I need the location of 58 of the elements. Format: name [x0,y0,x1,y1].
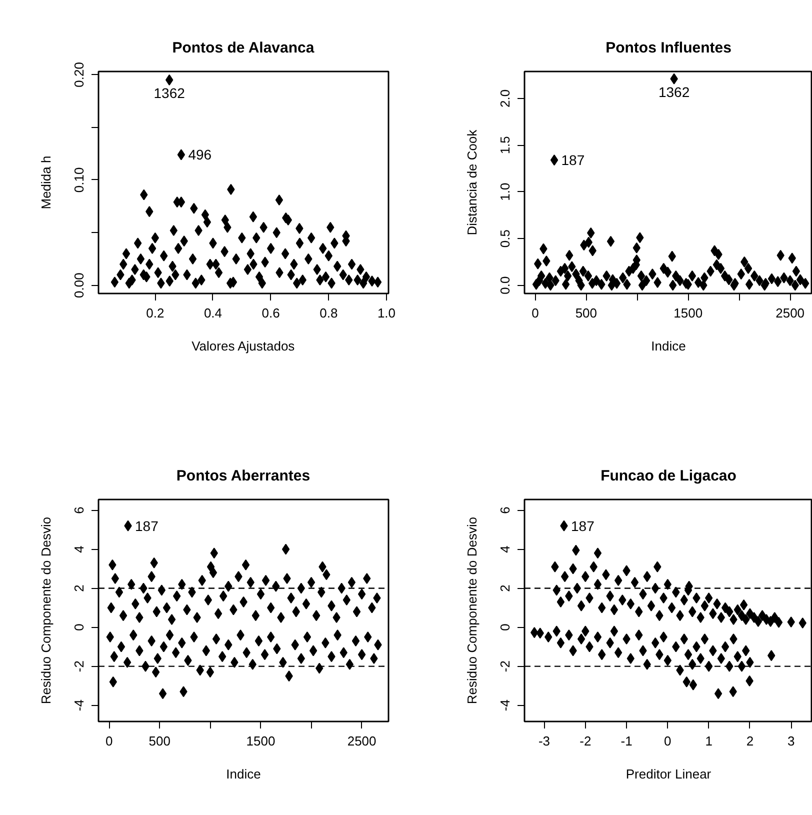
y-tick-label: 0.5 [498,230,512,248]
annotation: 1362 [658,84,690,100]
x-tick-label: 1 [705,734,712,748]
y-tick-label: -4 [72,700,86,712]
y-tick-label: 6 [72,506,86,514]
y-tick-label: 2 [72,584,86,592]
x-tick-label: 2500 [347,734,376,748]
y-tick-label: 0 [72,624,86,631]
x-axis-title: Valores Ajustados [192,338,296,354]
y-tick-label: 0.0 [498,276,512,294]
annotation: 187 [135,518,159,534]
y-axis-title: Distancia de Cook [464,129,480,236]
annotation: 1362 [154,84,186,101]
x-tick-label: 0.2 [146,306,164,320]
x-tick-label: -1 [620,734,632,748]
y-tick-label: 0.10 [72,167,86,193]
x-tick-label: 0.4 [204,306,222,320]
annotation: 187 [561,152,585,168]
x-tick-label: 0 [664,734,672,748]
x-tick-label: 1500 [246,734,276,748]
chart-title: Funcao de Ligacao [600,468,736,484]
y-tick-label: 2 [498,584,512,592]
y-tick-label: 1.5 [498,136,512,154]
chart-title: Pontos Aberrantes [176,468,310,484]
y-tick-label: 0.20 [72,62,86,88]
x-tick-label: 1.0 [377,306,396,320]
x-tick-label: 0.6 [262,306,280,320]
x-tick-label: 0.8 [320,306,338,320]
y-tick-label: 1.0 [498,182,512,201]
x-tick-label: 2 [746,734,754,748]
y-axis-title: Residuo Componente do Desvio [464,516,480,704]
y-tick-label: 4 [72,546,86,553]
x-tick-label: 3 [787,734,795,748]
annotation: 187 [570,518,595,534]
x-tick-label: -3 [538,734,550,748]
x-tick-label: 500 [575,306,598,320]
y-tick-label: 0 [498,624,512,631]
y-tick-label: -2 [498,660,512,672]
x-axis-title: Indice [226,766,261,782]
y-tick-label: 4 [498,546,512,553]
chart-title: Pontos de Alavanca [172,40,315,56]
y-axis-title: Medida h [38,156,54,210]
y-axis-title: Residuo Componente do Desvio [38,516,54,704]
x-tick-label: 2500 [776,306,805,320]
y-tick-label: -2 [72,660,86,672]
x-tick-label: 0 [532,306,539,320]
y-tick-label: -4 [498,700,512,712]
chart-title: Pontos Influentes [606,40,732,56]
x-tick-label: 500 [148,734,171,748]
y-tick-label: 0.00 [72,272,86,298]
x-tick-label: 1500 [674,306,703,320]
annotation: 496 [188,146,212,163]
x-tick-label: -2 [580,734,592,748]
y-tick-label: 6 [498,506,512,514]
x-axis-title: Indice [651,338,686,354]
x-axis-title: Preditor Linear [626,766,712,782]
x-tick-label: 0 [106,734,113,748]
y-tick-label: 2.0 [498,89,512,108]
